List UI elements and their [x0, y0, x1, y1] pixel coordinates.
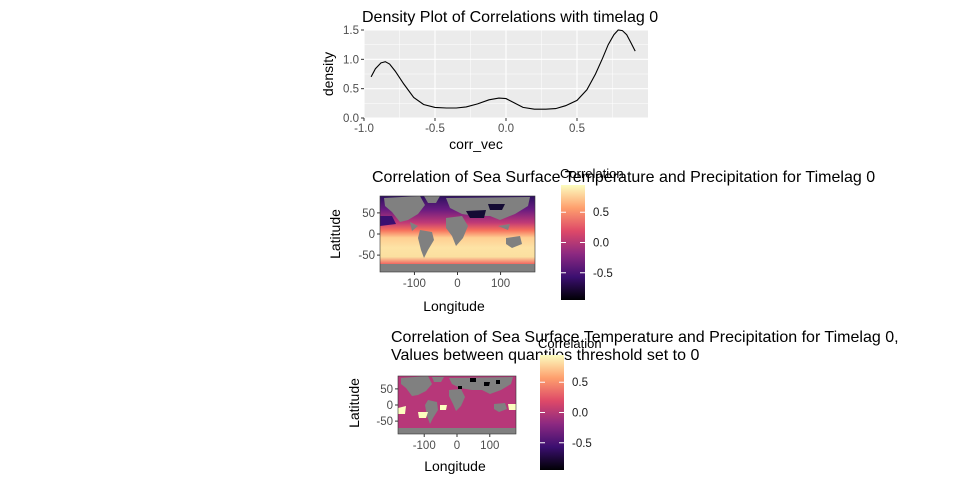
map1-title: Correlation of Sea Surface Temperature a…: [372, 169, 875, 186]
map2-legend-ticks: 0.5 0.0 -0.5: [540, 377, 592, 450]
map-x-tick-label: -100: [413, 440, 436, 452]
map-x-tick-label: 100: [491, 278, 510, 290]
correlation-map-chart: Correlation of Sea Surface Temperature a…: [327, 166, 875, 314]
map2-x-axis-title: Longitude: [424, 458, 486, 474]
map2-low-patch: [458, 386, 462, 389]
map1-dark-patch: [380, 216, 396, 226]
map2-x-ticks: -100 0 100: [413, 434, 499, 452]
map1-x-ticks: -100 0 100: [403, 272, 510, 290]
africa-land: [446, 216, 468, 246]
map-y-tick-label: -50: [376, 416, 393, 428]
density-x-tick-label: -1.0: [354, 123, 374, 135]
density-y-tick-label: 1.0: [343, 54, 359, 66]
map1-y-axis-title: Latitude: [327, 209, 343, 259]
map-y-tick-label: 50: [380, 384, 393, 396]
density-y-tick-label: 0.0: [343, 113, 359, 125]
antarctica-land: [380, 264, 535, 272]
map2-high-patch: [508, 404, 516, 410]
map2-low-patch: [470, 378, 476, 382]
map2-low-patch: [484, 382, 490, 386]
density-chart-title: Density Plot of Correlations with timela…: [362, 9, 658, 26]
legend-tick-label: -0.5: [593, 268, 613, 280]
density-x-tick-label: 0.0: [498, 123, 514, 135]
north-america-land: [401, 376, 432, 396]
density-y-tick-label: 1.5: [343, 25, 359, 37]
density-gridlines: [363, 29, 648, 119]
density-y-tick-label: 0.5: [343, 84, 359, 96]
map-x-tick-label: 100: [480, 440, 499, 452]
south-america-land: [425, 400, 438, 424]
legend-tick-label: 0.5: [593, 207, 609, 219]
map-y-tick-label: 0: [369, 229, 375, 241]
density-y-ticks: 0.0 0.5 1.0 1.5: [343, 25, 364, 125]
map1-heatmap: [380, 196, 535, 272]
density-x-ticks: -1.0 -0.5 0.0 0.5: [354, 118, 585, 135]
greenland-land: [424, 196, 440, 203]
map1-x-axis-title: Longitude: [423, 298, 485, 314]
density-x-tick-label: -0.5: [425, 123, 445, 135]
map2-y-axis-title: Latitude: [346, 378, 362, 428]
map2-low-patch: [496, 380, 500, 384]
map-x-tick-label: 0: [454, 278, 460, 290]
indonesia-land: [498, 224, 510, 230]
map1-legend-ticks: 0.5 0.0 -0.5: [561, 207, 613, 280]
density-curve: [370, 29, 636, 110]
map-y-tick-label: 0: [387, 400, 393, 412]
map1-legend-title: Correlation: [560, 166, 624, 181]
map1-dark-patch: [488, 204, 505, 210]
eurasia-land: [446, 197, 530, 220]
map1-dark-patch: [466, 210, 486, 218]
australia-land: [506, 236, 522, 248]
map-y-tick-label: 50: [362, 208, 375, 220]
legend-tick-label: 0.0: [593, 238, 609, 250]
map2-title-line1: Correlation of Sea Surface Temperature a…: [391, 329, 899, 346]
density-x-axis-title: corr_vec: [449, 136, 503, 152]
map-y-tick-label: -50: [358, 250, 375, 262]
central-america-land: [410, 222, 418, 231]
north-america-land: [384, 196, 425, 222]
legend-tick-label: 0.0: [572, 408, 588, 420]
australia-land: [494, 403, 507, 412]
antarctica-land: [398, 428, 516, 434]
africa-land: [449, 389, 465, 411]
map2-y-ticks: 50 0 -50: [376, 384, 398, 428]
south-america-land: [418, 230, 434, 258]
thresholded-map-chart: Correlation of Sea Surface Temperature a…: [346, 329, 899, 474]
density-chart: Density Plot of Correlations with timela…: [320, 9, 658, 152]
legend-tick-label: -0.5: [572, 438, 592, 450]
density-x-tick-label: 0.5: [569, 123, 585, 135]
greenland-land: [432, 377, 444, 382]
map2-high-patch: [418, 412, 428, 418]
legend-tick-label: 0.5: [572, 377, 588, 389]
map1-y-ticks: 50 0 -50: [358, 208, 380, 262]
density-y-axis-title: density: [320, 52, 336, 96]
map2-high-patch: [440, 405, 447, 410]
map-x-tick-label: 0: [454, 440, 460, 452]
map2-legend-title: Correlation: [538, 336, 602, 351]
map-x-tick-label: -100: [403, 278, 426, 290]
map2-high-patch: [398, 406, 406, 414]
map2-heatmap: [398, 376, 516, 434]
